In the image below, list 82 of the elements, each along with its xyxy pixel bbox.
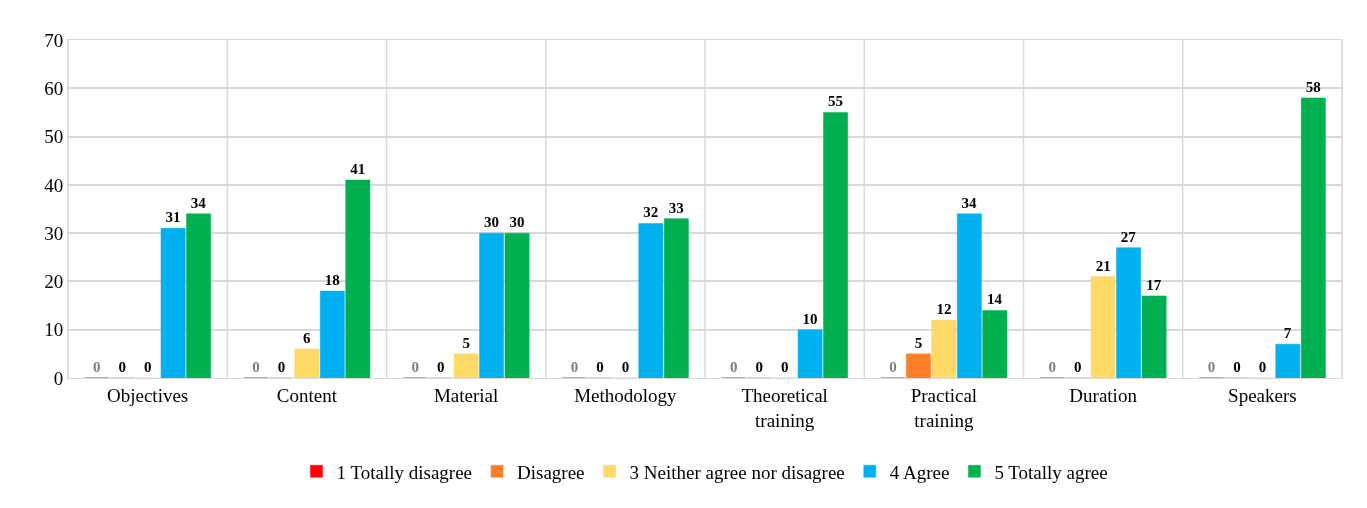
data-label: 0 [118,359,126,375]
data-label: 0 [411,359,419,375]
data-label: 0 [436,359,445,375]
data-label: 0 [252,359,260,375]
data-label: 0 [755,359,763,375]
bar [663,218,689,378]
data-label: 0 [1233,359,1241,375]
data-label: 0 [621,359,630,375]
x-tick-label: Material [433,384,499,406]
bar [797,329,823,378]
bar [1116,247,1141,378]
bar [186,213,211,378]
data-label: 18 [324,272,340,289]
y-tick-label: 30 [44,222,64,244]
data-label: 5 [462,334,470,351]
data-label: 30 [509,214,525,231]
data-label: 7 [1283,325,1292,342]
bar [1300,97,1326,378]
bar [320,290,345,378]
y-tick-label: 50 [44,126,64,148]
bar [345,179,371,378]
legend-label: 1 Totally disagree [336,461,473,483]
y-tick-label: 40 [44,174,64,196]
data-label: 30 [484,214,500,231]
bar [479,232,504,378]
data-label: 0 [277,359,286,375]
x-tick-label: Practical training [910,384,978,431]
data-label: 41 [350,161,366,178]
bar [931,319,957,378]
y-tick-label: 60 [44,77,64,99]
bar [982,310,1008,378]
x-tick-label: Speakers [1228,384,1297,406]
data-label: 33 [668,199,684,216]
data-label: 0 [729,359,738,375]
data-label: 6 [302,330,311,347]
data-label: 32 [643,204,659,221]
data-label: 10 [802,310,818,327]
bar [957,213,982,378]
x-tick-label: Objectives [107,384,189,406]
y-tick-label: 70 [44,29,64,51]
data-label: 0 [1258,359,1267,375]
bar [1090,276,1116,378]
bar [823,112,848,378]
data-label: 0 [570,359,579,375]
data-label: 5 [914,334,923,351]
x-tick-label: Theoretical training [741,384,828,431]
data-label: 14 [987,291,1003,308]
x-tick-label: Methodology [574,384,678,406]
legend-label: 3 Neither agree nor disagree [629,461,845,483]
y-tick-label: 10 [44,319,64,341]
data-label: 0 [1073,359,1082,375]
bar [294,348,320,378]
legend-label: 4 Agree [889,461,950,483]
data-label: 34 [961,194,978,211]
legend-label: 5 Totally agree [994,461,1108,483]
data-label: 21 [1095,257,1111,274]
x-tick-label: Duration [1069,384,1138,406]
data-label: 27 [1120,228,1137,245]
data-label: 0 [596,359,604,375]
data-label: 58 [1305,78,1321,95]
data-label: 12 [936,301,952,318]
bar [453,353,479,378]
data-label: 17 [1146,276,1162,293]
bar [1275,343,1301,378]
data-label: 0 [780,359,789,375]
data-label: 0 [889,359,897,375]
data-label: 0 [1048,359,1056,375]
data-label: 34 [190,194,207,211]
data-label: 0 [1207,359,1216,375]
bar [160,228,186,378]
data-label: 0 [143,359,152,375]
legend-label: Disagree [517,461,585,483]
x-tick-label: Content [276,384,338,406]
data-label: 0 [92,359,101,375]
data-label: 55 [828,93,844,110]
data-label: 31 [165,209,181,226]
bar [1141,295,1167,378]
bar [906,353,931,378]
bar [504,232,530,378]
y-tick-label: 0 [53,367,64,389]
y-tick-label: 20 [44,271,64,293]
bar [638,223,664,378]
